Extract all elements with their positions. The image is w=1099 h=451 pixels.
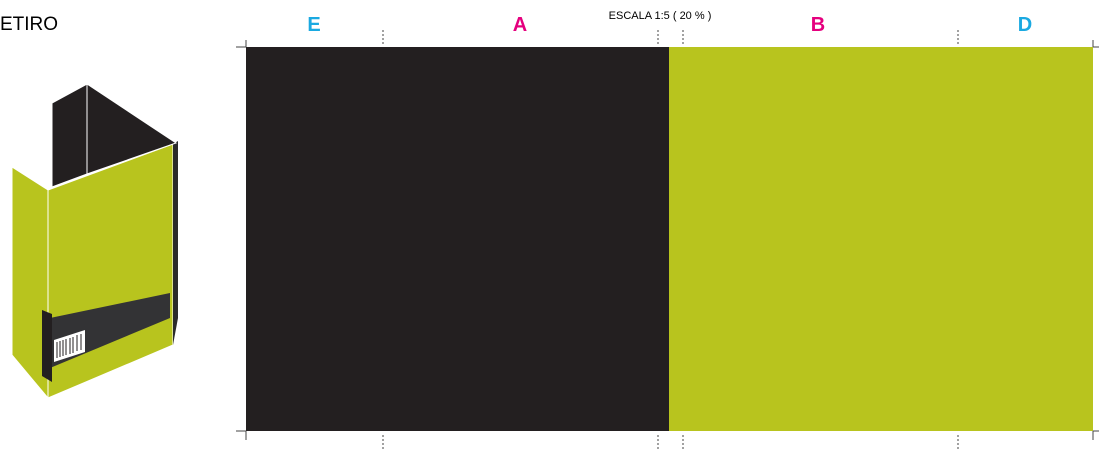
panel-label: E bbox=[307, 14, 320, 36]
panel-black bbox=[246, 47, 669, 431]
panel-label: D bbox=[1018, 14, 1032, 36]
panel-label: B bbox=[811, 14, 825, 36]
panel-green bbox=[669, 47, 1093, 431]
box-illustration bbox=[11, 83, 178, 400]
fold-marks bbox=[382, 30, 959, 451]
panel-label: A bbox=[513, 14, 527, 36]
crop-marks bbox=[236, 40, 1099, 440]
title: ETIRO bbox=[0, 14, 58, 35]
scale-label: ESCALA 1:5 ( 20 % ) bbox=[609, 10, 712, 22]
